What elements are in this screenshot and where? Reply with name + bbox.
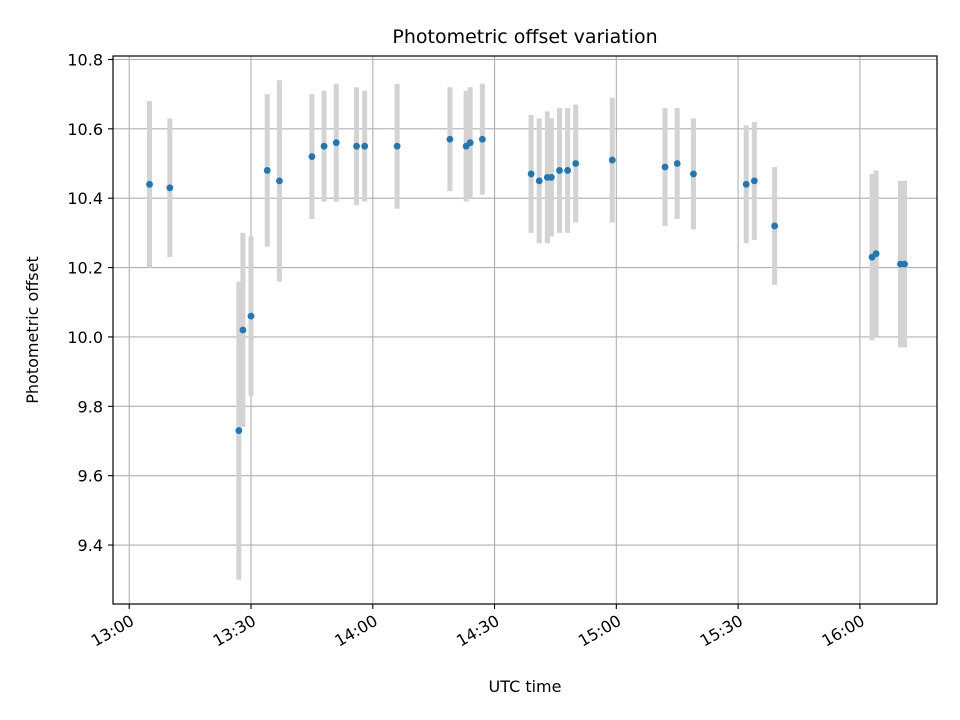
data-point bbox=[239, 326, 247, 334]
y-tick-label: 10.6 bbox=[67, 120, 103, 139]
data-point bbox=[872, 250, 880, 258]
chart-title: Photometric offset variation bbox=[392, 26, 657, 48]
data-point bbox=[466, 139, 474, 147]
data-point bbox=[353, 142, 360, 150]
y-tick-label: 9.8 bbox=[78, 397, 103, 416]
data-point bbox=[572, 160, 580, 167]
x-tick-label: 15:30 bbox=[697, 611, 746, 651]
data-point bbox=[901, 260, 908, 268]
data-points bbox=[146, 135, 908, 434]
data-point bbox=[690, 170, 697, 178]
y-axis-label: Photometric offset bbox=[23, 256, 42, 404]
x-tick-label: 15:00 bbox=[575, 611, 624, 651]
data-point bbox=[276, 177, 283, 185]
data-point bbox=[527, 170, 535, 178]
data-point bbox=[308, 153, 316, 160]
x-tick-label: 14:30 bbox=[453, 611, 502, 651]
data-point bbox=[556, 167, 563, 174]
data-point bbox=[361, 142, 369, 150]
data-point bbox=[146, 180, 153, 188]
data-point bbox=[673, 160, 681, 167]
data-point bbox=[393, 142, 401, 150]
data-point bbox=[750, 177, 758, 185]
data-point bbox=[742, 180, 750, 188]
data-point bbox=[661, 163, 669, 171]
x-tick-label: 14:00 bbox=[331, 611, 380, 651]
plot-frame bbox=[112, 55, 938, 605]
y-tick-label: 10.2 bbox=[67, 259, 103, 278]
y-tick-label: 9.6 bbox=[78, 467, 103, 486]
data-point bbox=[608, 156, 616, 164]
data-point bbox=[771, 222, 779, 230]
y-tick-label: 10.8 bbox=[67, 50, 103, 69]
data-point bbox=[478, 135, 486, 143]
x-axis-ticks: 13:00 13:30 14:00 14:30 15:00 15:30 16:00 bbox=[88, 604, 868, 651]
error-bars bbox=[147, 80, 908, 580]
data-point bbox=[564, 167, 572, 174]
data-point bbox=[547, 173, 555, 181]
data-point bbox=[535, 177, 543, 185]
y-tick-label: 9.4 bbox=[78, 536, 103, 555]
y-tick-label: 10.4 bbox=[67, 189, 103, 208]
x-axis-label: UTC time bbox=[489, 677, 562, 696]
x-tick-label: 13:30 bbox=[210, 611, 259, 651]
data-point bbox=[320, 142, 328, 150]
data-point bbox=[247, 312, 255, 320]
y-tick-label: 10.0 bbox=[67, 328, 103, 347]
x-tick-label: 13:00 bbox=[88, 611, 137, 651]
x-tick-label: 16:00 bbox=[818, 611, 867, 651]
y-axis-ticks: 9.4 9.6 9.8 10.0 10.2 10.4 10.6 10.8 bbox=[67, 50, 113, 555]
data-point bbox=[332, 139, 340, 147]
data-point bbox=[263, 167, 271, 174]
data-point bbox=[235, 427, 243, 434]
data-point bbox=[166, 184, 174, 192]
data-point bbox=[446, 135, 454, 143]
